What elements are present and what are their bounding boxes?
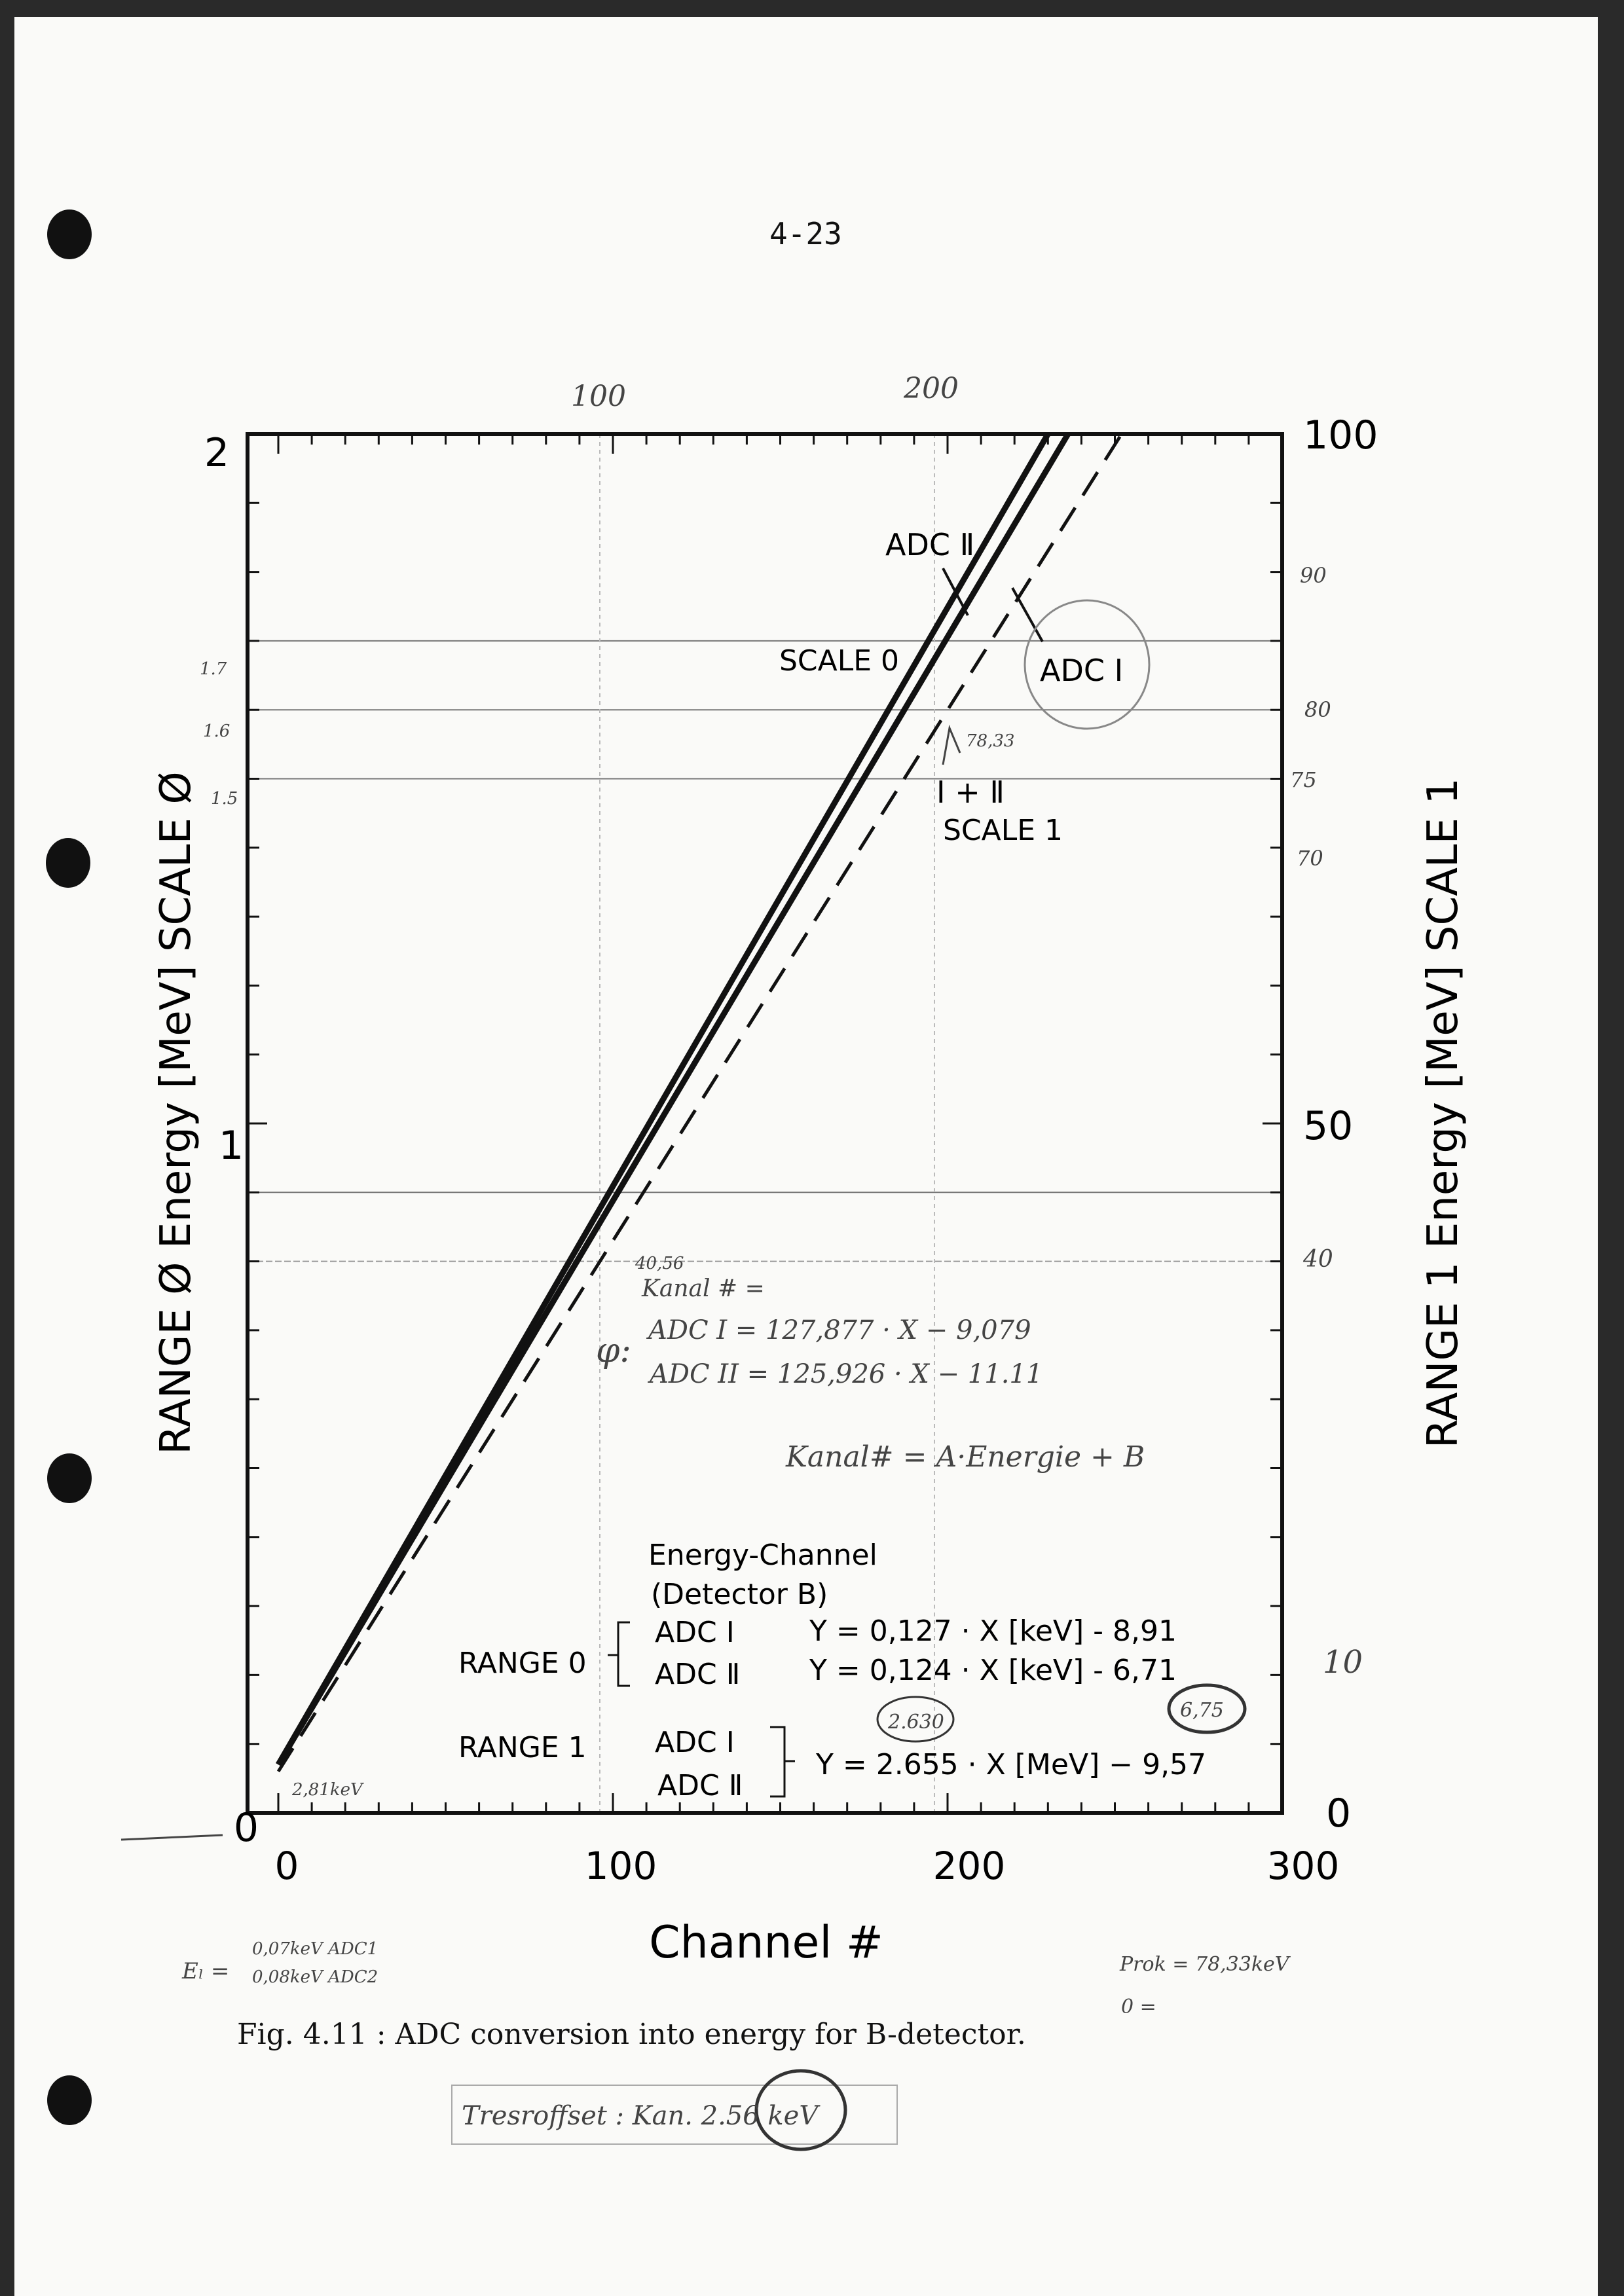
hand-mark-7833: 78,33 (966, 731, 1014, 751)
y-right-axis-label: RANGE 1 Energy [MeV] SCALE 1 (1419, 778, 1467, 1448)
range0-eq1: Y = 0,127 · X [keV] - 8,91 (809, 1614, 1177, 1648)
scan-edge-right (1598, 0, 1624, 2296)
axis-ticks (248, 433, 1283, 1814)
range1-bracket (770, 1726, 795, 1798)
hand-left-16: 1.6 (203, 721, 230, 741)
figure-caption: Fig. 4.11 : ADC conversion into energy f… (237, 2018, 1026, 2051)
hand-rausch-box (451, 2085, 898, 2145)
hand-rausch: Tresroffset : Kan. 2.56 keV (462, 2101, 821, 2131)
hand-right-80: 80 (1304, 697, 1331, 722)
y-left-tick-label: 1 (219, 1123, 244, 1169)
hand-right-90: 90 (1300, 563, 1327, 588)
hand-el-1: 0,07keV ADC1 (252, 1939, 378, 1959)
range0-bracket (608, 1621, 630, 1687)
x-tick-label: 100 (585, 1844, 657, 1888)
x-tick-label: 0 (275, 1844, 299, 1888)
hand-adc2-eq: ADC II = 125,926 · X − 11.11 (647, 1359, 1043, 1389)
leader-adc1 (1011, 587, 1044, 642)
series-line-2 (276, 432, 1071, 1766)
hand-phi: φ: (596, 1331, 631, 1370)
hand-left-15: 1.5 (211, 789, 238, 809)
hand-adc1-eq: ADC I = 127,877 · X − 9,079 (646, 1315, 1031, 1345)
hand-right-75: 75 (1290, 767, 1317, 792)
range1-eq: Y = 2.655 · X [MeV] − 9,57 (815, 1748, 1206, 1781)
hand-circle-675 (1167, 1683, 1247, 1734)
hand-el-label: Eₗ = (181, 1958, 229, 1984)
range1-label: RANGE 1 (458, 1731, 587, 1764)
hand-offset-281: 2,81keV (291, 1780, 364, 1800)
punch-hole (47, 2075, 92, 2125)
energy-channel-title: Energy-Channel (648, 1539, 877, 1572)
label-i-plus-ii: Ⅰ + Ⅱ (936, 774, 1005, 810)
punch-hole (46, 838, 90, 888)
hand-right-40: 40 (1302, 1246, 1333, 1273)
page-number: 4-23 (769, 216, 842, 251)
y-left-tick-label: 2 (204, 430, 229, 476)
hand-circ-675: 6,75 (1180, 1699, 1224, 1722)
scan-edge-left (0, 0, 14, 2296)
y-right-tick-label: 100 (1303, 412, 1378, 458)
hand-left-17: 1.7 (200, 659, 227, 679)
y-left-axis-label: RANGE Ø Energy [MeV] SCALE Ø (152, 771, 200, 1455)
leader-adc2 (942, 568, 969, 616)
hand-circle-256 (754, 2069, 847, 2151)
label-adc2: ADC Ⅱ (885, 527, 974, 562)
hand-kanal-eq: Kanal# = A·Energie + B (785, 1440, 1145, 1474)
series-line-3 (276, 433, 1123, 1773)
y-right-tick-label: 0 (1326, 1791, 1351, 1836)
label-scale1: SCALE 1 (943, 814, 1063, 847)
y-left-tick-label: 0 (234, 1805, 259, 1851)
range0-eq2: Y = 0,124 · X [keV] - 6,71 (809, 1654, 1177, 1687)
range0-adc1: ADC Ⅰ (655, 1616, 735, 1649)
scan-edge-top (0, 0, 1624, 17)
hand-kanal: Kanal # = (641, 1275, 765, 1302)
hand-right-70: 70 (1297, 846, 1323, 871)
punch-hole (47, 210, 92, 259)
hand-mark-4056: 40,56 (635, 1254, 684, 1273)
hand-prok-2: 0 = (1121, 1995, 1156, 2018)
detector-b-label: (Detector B) (651, 1578, 828, 1611)
hand-circle-adc1 (1024, 599, 1151, 730)
range1-adc1: ADC Ⅰ (655, 1726, 735, 1759)
x-tick-label: 300 (1267, 1844, 1340, 1888)
hand-top-200: 200 (903, 372, 959, 405)
range1-adc2: ADC Ⅱ (657, 1769, 743, 1802)
chart-grid (248, 434, 1282, 1813)
hand-top-100: 100 (571, 380, 626, 413)
hand-mark-7833-arrow (942, 724, 961, 765)
hand-prok-1: Prok = 78,33keV (1119, 1953, 1291, 1976)
label-adc1: ADC Ⅰ (1040, 653, 1123, 688)
label-scale0: SCALE 0 (779, 644, 899, 678)
range0-label: RANGE 0 (458, 1647, 587, 1680)
x-axis-label: Channel # (649, 1917, 883, 1969)
x-tick-label: 200 (933, 1844, 1006, 1888)
hand-right-10: 10 (1323, 1644, 1363, 1681)
hand-offset-mark (120, 1834, 223, 1841)
y-right-tick-label: 50 (1303, 1103, 1353, 1149)
punch-hole (47, 1453, 92, 1503)
hand-el-2: 0,08keV ADC2 (252, 1967, 378, 1987)
hand-circ-2630: 2.630 (887, 1711, 944, 1734)
range0-adc2: ADC Ⅱ (655, 1658, 740, 1691)
series-lines (276, 432, 1123, 1773)
hand-circle-2630 (876, 1696, 955, 1743)
